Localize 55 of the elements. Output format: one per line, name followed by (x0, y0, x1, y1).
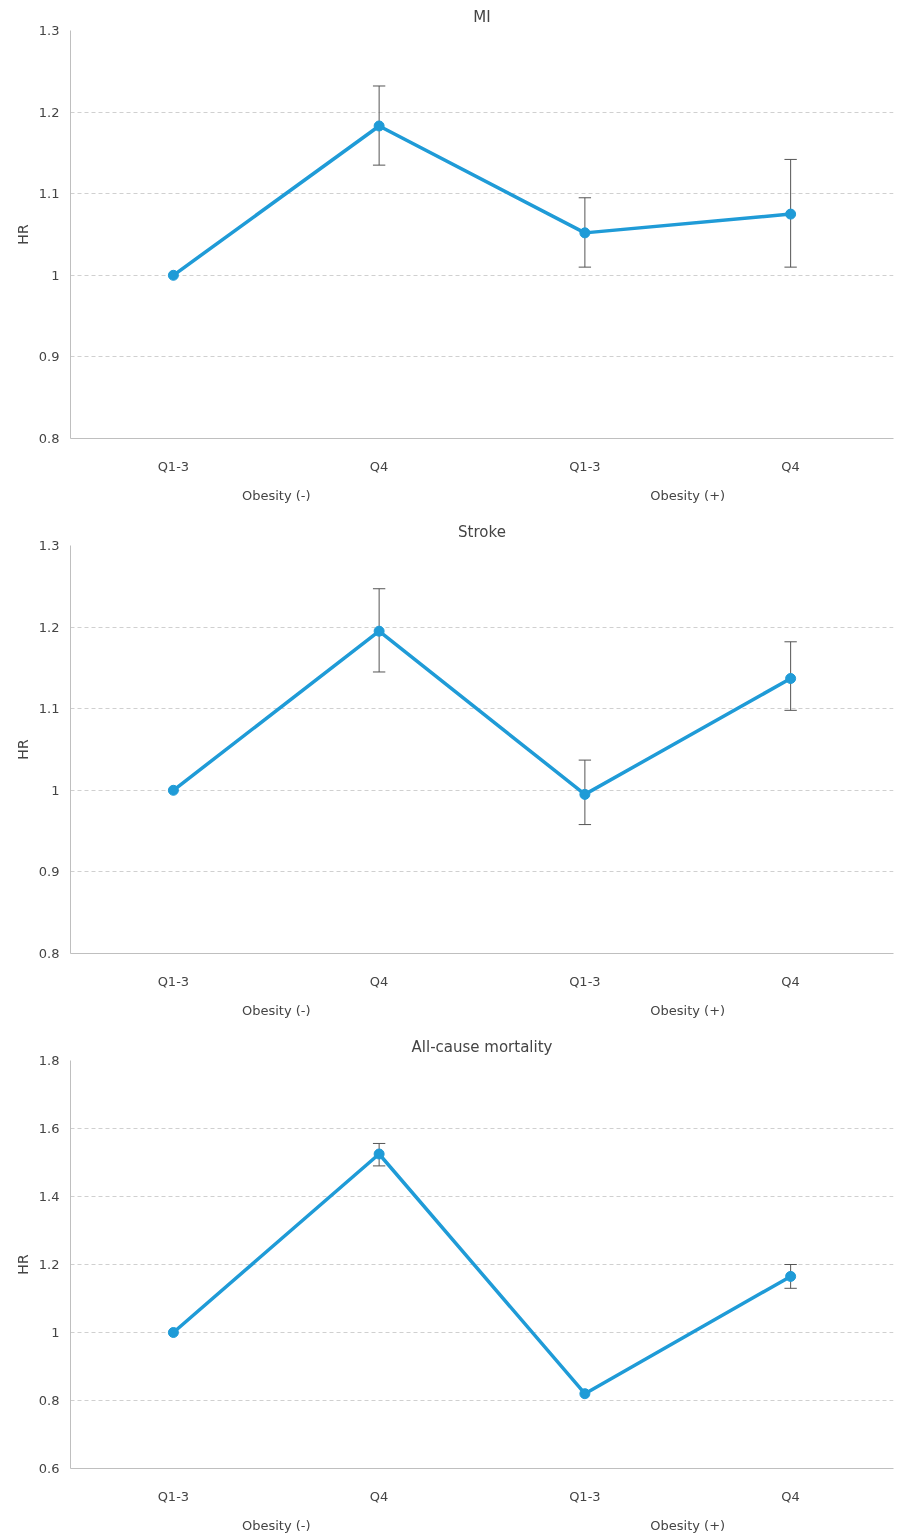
y-tick-label: 1 (51, 782, 60, 798)
text: Obesity (+) (650, 487, 726, 503)
y-tick-label: 1.2 (38, 104, 60, 120)
point (373, 120, 385, 132)
point (785, 208, 797, 220)
point (373, 1148, 385, 1160)
point (579, 788, 591, 800)
y-tick-label: 1.2 (38, 1257, 60, 1272)
text: Obesity (-) (241, 487, 311, 503)
x-tick-label: Q4 (781, 458, 800, 474)
x-tick-label: Q1-3 (569, 1488, 601, 1504)
x-tick-label: Q1-3 (157, 973, 190, 989)
y-tick-label: 1.8 (38, 1053, 60, 1068)
point (785, 673, 797, 684)
chart-title: Stroke (458, 522, 506, 541)
point (579, 227, 591, 239)
y-tick-label: 1.3 (38, 538, 60, 553)
y-tick-label: 1.2 (38, 619, 60, 635)
point (373, 625, 385, 637)
point (579, 1388, 591, 1400)
x-tick-label: Q4 (781, 1488, 800, 1504)
y-tick-label: 1.1 (38, 701, 60, 717)
y-tick-label: 0.8 (38, 431, 60, 446)
point (167, 269, 179, 281)
text: Obesity (-) (241, 1002, 311, 1018)
y-axis-title: HR (14, 1254, 31, 1275)
x-tick-label: Q4 (369, 458, 389, 474)
chart-title: MI (473, 7, 491, 26)
y-tick-label: 0.8 (38, 946, 60, 961)
y-tick-label: 1.1 (38, 186, 60, 202)
y-tick-label: 1 (51, 267, 60, 283)
x-tick-label: Q4 (369, 973, 389, 989)
x-tick-label: Q4 (369, 1488, 389, 1504)
y-tick-label: 1.4 (38, 1189, 60, 1204)
y-axis-title: HR (14, 224, 31, 245)
y-tick-label: 1 (51, 1325, 60, 1340)
y-tick-label: 1.3 (38, 23, 60, 38)
x-tick-label: Q1-3 (569, 458, 601, 474)
y-tick-label: 0.6 (38, 1461, 60, 1476)
text: Obesity (-) (241, 1517, 311, 1533)
text: Obesity (+) (650, 1002, 726, 1018)
x-tick-label: Q1-3 (157, 458, 190, 474)
point (785, 1270, 797, 1282)
point (167, 1327, 179, 1338)
x-tick-label: Q1-3 (157, 1488, 190, 1504)
y-tick-label: 0.9 (38, 864, 60, 880)
y-tick-label: 0.8 (38, 1393, 60, 1408)
y-tick-label: 1.6 (38, 1121, 60, 1136)
x-tick-label: Q1-3 (569, 973, 601, 989)
text: Obesity (+) (650, 1517, 726, 1533)
point (167, 784, 179, 796)
y-tick-label: 0.9 (38, 349, 60, 365)
chart-title: All-cause mortality (411, 1037, 553, 1056)
y-axis-title: HR (14, 739, 31, 760)
x-tick-label: Q4 (781, 973, 800, 989)
